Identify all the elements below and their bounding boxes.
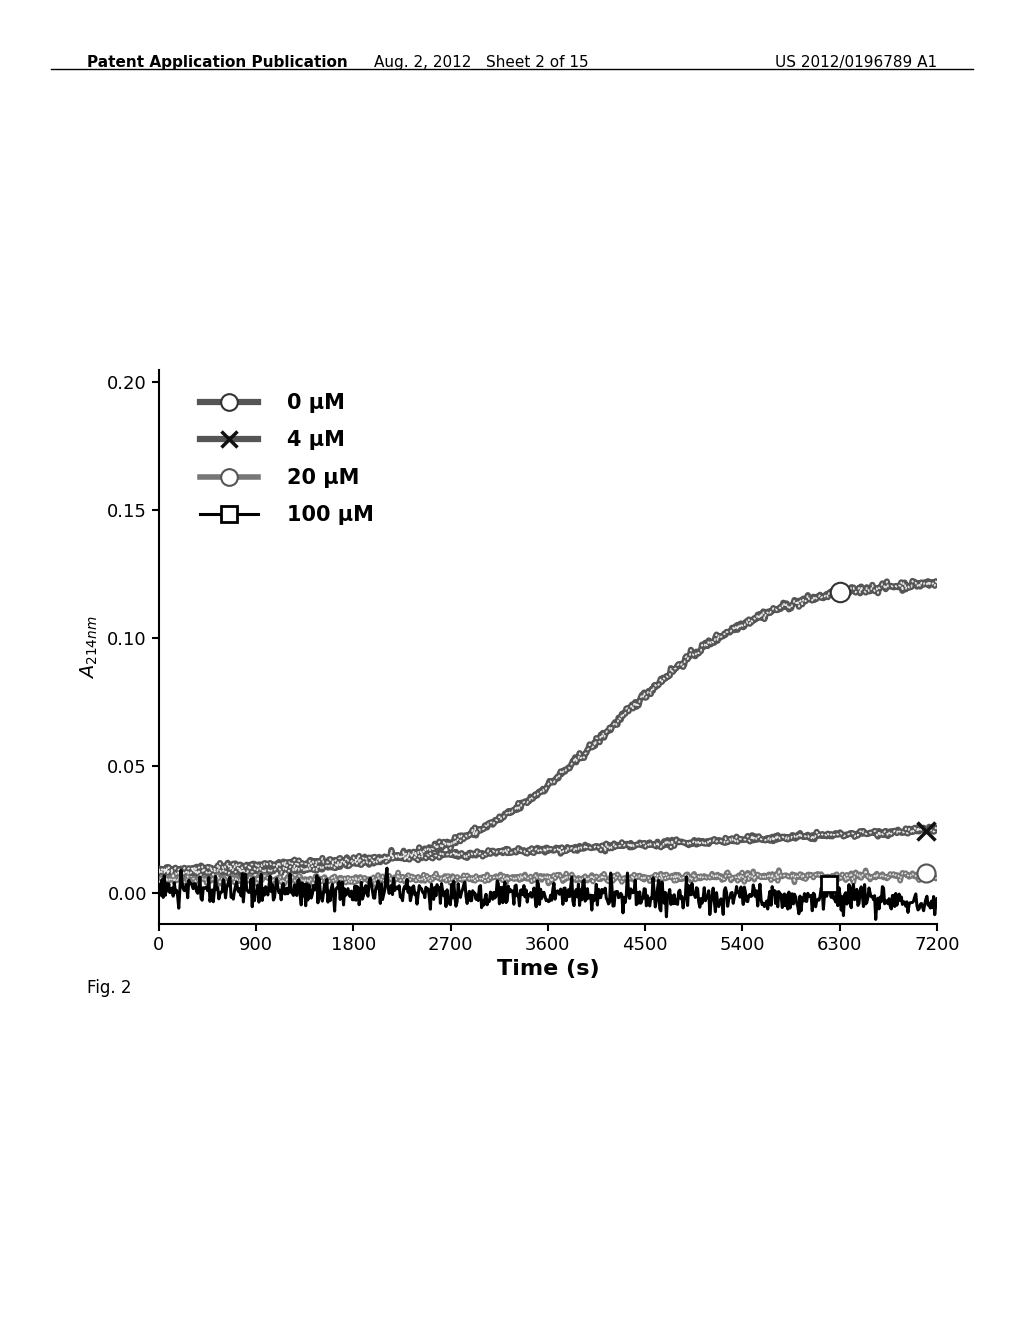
Text: Patent Application Publication: Patent Application Publication [87, 55, 348, 70]
Legend: 0 μM, 4 μM, 20 μM, 100 μM: 0 μM, 4 μM, 20 μM, 100 μM [191, 385, 382, 533]
Y-axis label: $A_{214nm}$: $A_{214nm}$ [79, 615, 100, 678]
X-axis label: Time (s): Time (s) [497, 960, 599, 979]
Text: Aug. 2, 2012   Sheet 2 of 15: Aug. 2, 2012 Sheet 2 of 15 [374, 55, 589, 70]
Text: US 2012/0196789 A1: US 2012/0196789 A1 [775, 55, 937, 70]
Text: Fig. 2: Fig. 2 [87, 979, 131, 998]
